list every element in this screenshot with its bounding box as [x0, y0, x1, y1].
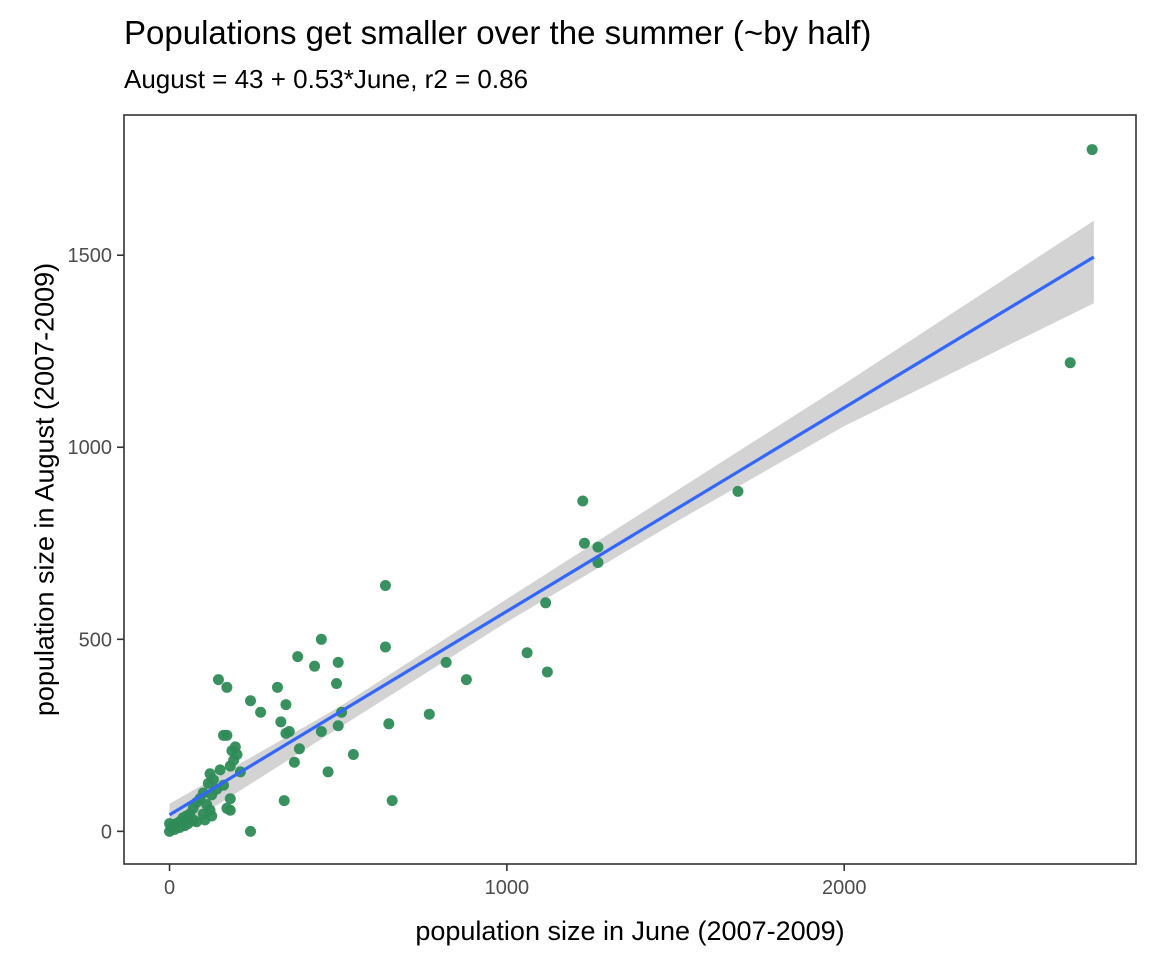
- data-point: [255, 706, 267, 718]
- data-point: [280, 699, 292, 711]
- x-tick-label: 2000: [822, 877, 867, 899]
- x-tick-label: 0: [164, 877, 175, 899]
- fit-line-layer: [168, 255, 1095, 817]
- data-point: [577, 495, 589, 507]
- data-point: [541, 666, 553, 678]
- data-point: [379, 580, 391, 592]
- confidence-band-layer: [169, 220, 1094, 836]
- data-point: [460, 674, 472, 686]
- data-point: [164, 825, 176, 837]
- data-point: [440, 656, 452, 668]
- x-axis: 0 1000 2000: [164, 864, 866, 899]
- data-point: [322, 766, 334, 778]
- chart-title: Populations get smaller over the summer …: [124, 14, 872, 51]
- data-point: [278, 795, 290, 807]
- data-point: [221, 681, 233, 693]
- y-tick-label: 1500: [68, 245, 113, 267]
- y-tick-label: 1000: [68, 437, 113, 459]
- data-point: [283, 725, 295, 737]
- y-tick-label: 0: [101, 821, 112, 843]
- data-point: [1086, 144, 1098, 156]
- data-point: [347, 749, 359, 761]
- confidence-band: [169, 220, 1094, 836]
- data-point: [202, 777, 214, 789]
- data-point: [315, 725, 327, 737]
- points-layer: [164, 144, 1098, 837]
- data-point: [224, 804, 236, 816]
- data-point: [578, 537, 590, 549]
- data-point: [331, 677, 343, 689]
- data-point: [275, 716, 287, 728]
- data-point: [423, 708, 435, 720]
- data-point: [293, 743, 305, 755]
- y-axis-title: population size in August (2007-2009): [29, 263, 59, 716]
- data-point: [379, 641, 391, 653]
- data-point: [383, 718, 395, 730]
- data-point: [191, 816, 203, 828]
- y-axis: 0 500 1000 1500: [68, 245, 124, 843]
- data-point: [214, 764, 226, 776]
- data-point: [592, 541, 604, 553]
- data-point: [540, 597, 552, 609]
- data-point: [309, 660, 321, 672]
- data-point: [212, 674, 224, 686]
- data-point: [288, 756, 300, 768]
- panel-border: [123, 114, 1137, 865]
- data-point: [245, 695, 256, 707]
- data-point: [271, 681, 283, 693]
- data-point: [521, 647, 533, 659]
- data-point: [332, 720, 344, 732]
- data-point: [224, 793, 236, 805]
- x-axis-title: population size in June (2007-2009): [415, 916, 844, 946]
- data-point: [199, 814, 211, 826]
- data-point: [224, 760, 236, 772]
- data-point: [179, 820, 191, 832]
- data-point: [245, 825, 256, 837]
- data-point: [332, 656, 344, 668]
- data-point: [292, 651, 304, 663]
- data-point: [315, 633, 327, 645]
- data-point: [1064, 357, 1076, 369]
- data-point: [221, 729, 233, 741]
- chart-subtitle: August = 43 + 0.53*June, r2 = 0.86: [124, 64, 529, 94]
- y-tick-label: 500: [79, 629, 112, 651]
- data-point: [386, 795, 398, 807]
- data-point: [732, 485, 744, 497]
- regression-line: [168, 255, 1095, 817]
- x-tick-label: 1000: [485, 877, 530, 899]
